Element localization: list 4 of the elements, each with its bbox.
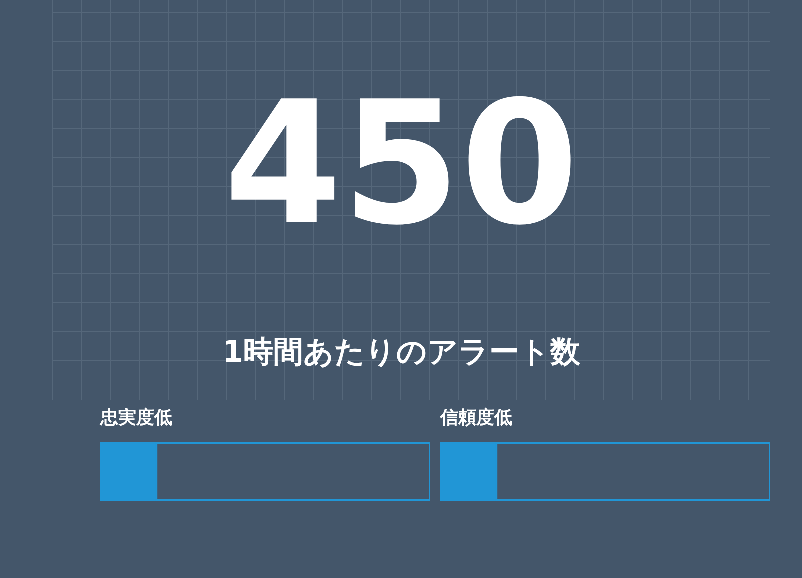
chart-title: 信頼度低: [440, 408, 512, 428]
text: 450: [224, 66, 579, 264]
chart-title: 忠実度低: [100, 408, 172, 428]
text: 1時間あたりのアラート数: [222, 335, 582, 370]
